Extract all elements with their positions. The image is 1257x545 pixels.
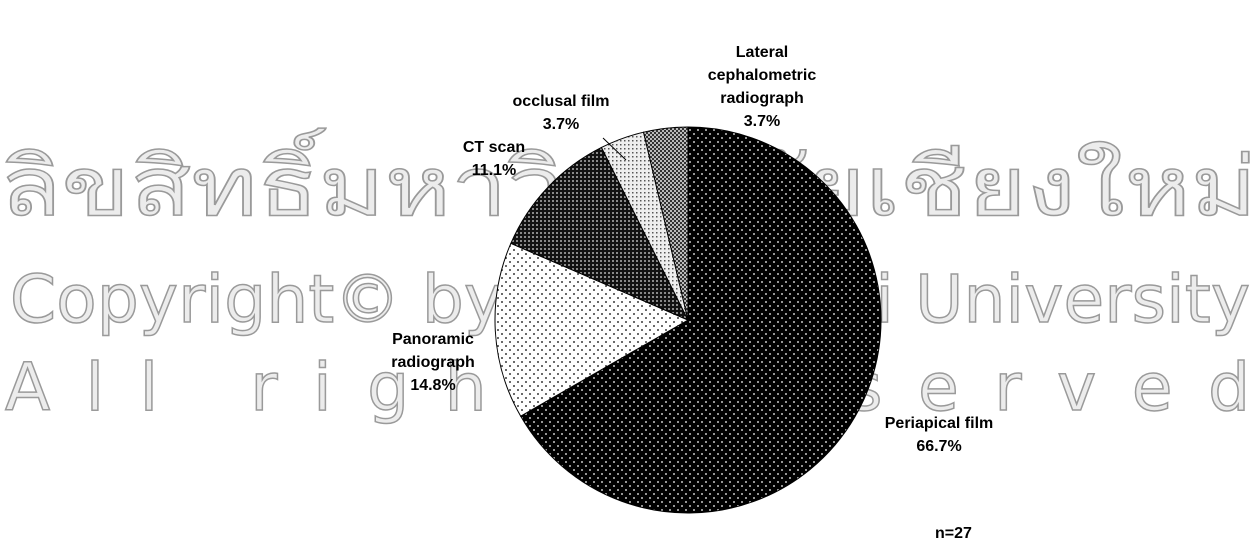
slice-label: Periapical film 66.7%	[854, 412, 1024, 458]
category-label: Lateral cephalometric radiograph	[707, 44, 817, 107]
value-label: 3.7%	[542, 116, 580, 133]
category-label: Panoramic radiograph	[391, 331, 475, 371]
value-label: 3.7%	[743, 113, 781, 130]
slice	[519, 126, 882, 514]
slice-label: Panoramic radiograph 14.8%	[383, 328, 483, 397]
slice	[510, 146, 690, 322]
leader-line	[602, 137, 627, 161]
value-label: 14.8%	[410, 377, 456, 394]
pie	[494, 126, 882, 514]
slice-label: Lateral cephalometric radiograph 3.7%	[700, 41, 825, 133]
slice-label: occlusal film 3.7%	[491, 90, 631, 136]
annotation: n=27	[935, 525, 972, 542]
value-label: 11.1%	[471, 162, 517, 179]
category-label: occlusal film	[512, 93, 610, 110]
slice	[494, 242, 690, 417]
category-label: CT scan	[462, 139, 526, 156]
slice	[642, 126, 689, 321]
slice-label: CT scan 11.1%	[444, 136, 544, 182]
value-label: 66.7%	[916, 438, 962, 455]
category-label: Periapical film	[884, 415, 994, 432]
